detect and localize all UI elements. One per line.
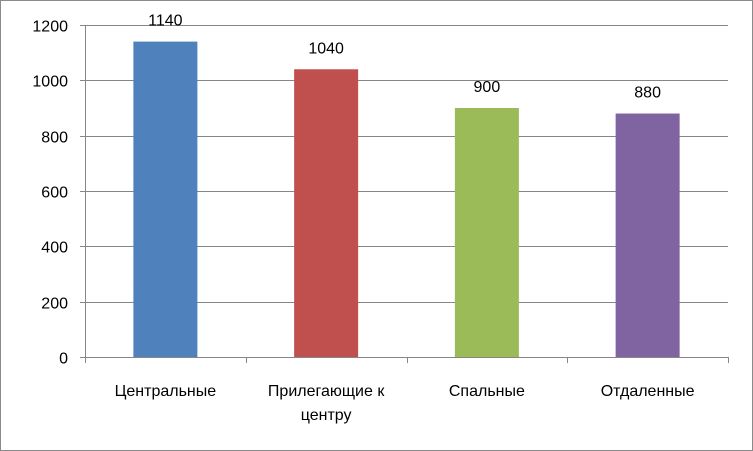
x-category-label: Центральные — [115, 383, 217, 400]
x-category-label: Отдаленные — [601, 383, 695, 400]
x-category-label-line: центру — [301, 407, 352, 424]
labels: 0 200 400 600 800 1000 1200 1140 Центральные 1040… — [32, 13, 694, 424]
x-category-label-line: Отдаленные — [601, 383, 695, 400]
bar — [133, 41, 198, 357]
y-tick-label: 1000 — [32, 74, 68, 91]
x-category-label: Прилегающие к центру — [268, 383, 385, 424]
data-label: 1140 — [148, 13, 183, 30]
x-category-label: Спальные — [449, 383, 525, 400]
y-tick-label: 800 — [41, 130, 68, 147]
y-tick-label: 400 — [41, 240, 68, 257]
data-label: 1040 — [308, 40, 344, 57]
bar — [615, 113, 680, 358]
y-tick-label: 0 — [59, 351, 68, 368]
bar — [454, 108, 519, 357]
bar — [294, 69, 359, 358]
x-category-label-line: Спальные — [449, 383, 525, 400]
y-tick-label: 200 — [41, 296, 68, 313]
x-category-label-line: Прилегающие к — [268, 383, 385, 400]
data-label: 900 — [474, 79, 501, 96]
y-tick-label: 600 — [41, 185, 68, 202]
axes — [80, 25, 729, 363]
data-label: 880 — [634, 85, 661, 102]
x-category-label-line: Центральные — [115, 383, 217, 400]
bars — [133, 41, 680, 358]
y-tick-label: 1200 — [32, 19, 68, 36]
